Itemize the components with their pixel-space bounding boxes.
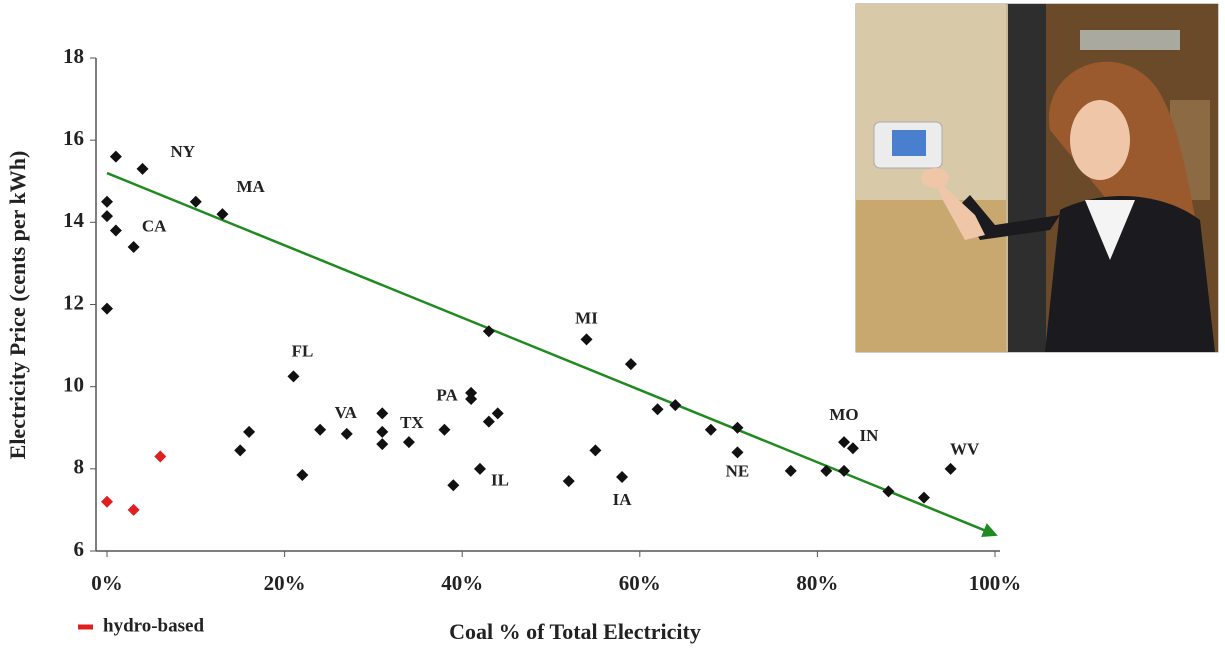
x-tick-label: 100%: [969, 571, 1022, 595]
point: [154, 451, 166, 463]
point: [581, 333, 593, 345]
point-label: FL: [292, 341, 314, 360]
point: [589, 444, 601, 456]
point-label: IA: [613, 490, 633, 509]
point: [403, 436, 415, 448]
point: [447, 479, 459, 491]
point: [652, 403, 664, 415]
point: [705, 424, 717, 436]
point: [625, 358, 637, 370]
point: [190, 196, 202, 208]
point: [376, 407, 388, 419]
point: [243, 426, 255, 438]
point: [101, 196, 113, 208]
x-tick-label: 0%: [91, 571, 123, 595]
point: [918, 492, 930, 504]
point: [376, 438, 388, 450]
point: [128, 241, 140, 253]
x-tick-label: 80%: [796, 571, 838, 595]
point-label: IL: [491, 471, 509, 490]
point: [376, 426, 388, 438]
point-label: WV: [950, 440, 980, 459]
x-tick-label: 40%: [441, 571, 483, 595]
point: [101, 303, 113, 315]
point: [492, 407, 504, 419]
y-tick-label: 6: [74, 537, 85, 561]
y-tick-label: 18: [63, 44, 84, 68]
chart: Electricity Price (cents per kWh) Coal %…: [0, 0, 1225, 650]
point-label: MA: [236, 177, 265, 196]
photo: [856, 4, 1218, 352]
point-label: MI: [575, 308, 598, 327]
point: [101, 210, 113, 222]
point: [287, 370, 299, 382]
point: [128, 504, 140, 516]
point: [296, 469, 308, 481]
x-axis-title: Coal % of Total Electricity: [449, 619, 701, 644]
point-label: PA: [436, 386, 458, 405]
point-label: NE: [726, 461, 750, 480]
y-tick-label: 10: [63, 372, 84, 396]
point: [731, 446, 743, 458]
point: [438, 424, 450, 436]
point-label: IN: [859, 426, 879, 445]
x-tick-label: 60%: [619, 571, 661, 595]
point-label: VA: [335, 403, 358, 422]
point: [341, 428, 353, 440]
page: {"chart_data": { "type": "scatter", "x_l…: [0, 0, 1225, 655]
point: [101, 496, 113, 508]
point-label: TX: [400, 413, 424, 432]
point: [110, 225, 122, 237]
point-label: NY: [171, 142, 196, 161]
y-tick-label: 14: [63, 208, 85, 232]
legend-label: hydro-based: [103, 615, 204, 636]
x-tick-label: 20%: [264, 571, 306, 595]
point: [314, 424, 326, 436]
y-tick-label: 12: [63, 290, 84, 314]
point: [616, 471, 628, 483]
point: [234, 444, 246, 456]
point: [669, 399, 681, 411]
y-tick-label: 8: [74, 455, 85, 479]
point: [838, 436, 850, 448]
y-tick-label: 16: [63, 126, 84, 150]
point: [945, 463, 957, 475]
point-label: MO: [829, 405, 858, 424]
point: [483, 416, 495, 428]
point: [137, 163, 149, 175]
point-label: CA: [142, 216, 167, 235]
y-axis-title: Electricity Price (cents per kWh): [5, 151, 30, 460]
point: [785, 465, 797, 477]
point: [847, 442, 859, 454]
point: [474, 463, 486, 475]
point: [465, 393, 477, 405]
point: [563, 475, 575, 487]
point: [110, 151, 122, 163]
point: [882, 485, 894, 497]
